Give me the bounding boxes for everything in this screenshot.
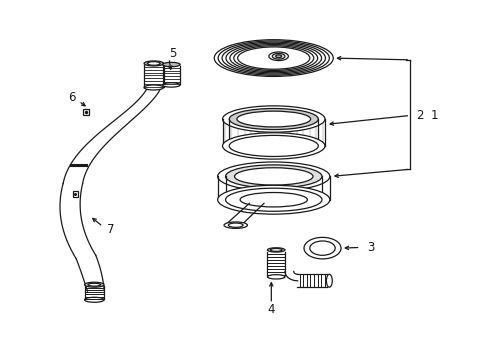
Ellipse shape — [229, 108, 318, 130]
Ellipse shape — [162, 83, 180, 87]
Ellipse shape — [272, 53, 285, 59]
Text: 3: 3 — [367, 241, 374, 254]
Text: 4: 4 — [267, 303, 275, 316]
Ellipse shape — [84, 297, 104, 302]
Ellipse shape — [229, 135, 318, 157]
Ellipse shape — [144, 61, 163, 66]
Ellipse shape — [147, 62, 160, 65]
Ellipse shape — [217, 162, 329, 191]
Ellipse shape — [144, 85, 163, 90]
Text: 6: 6 — [67, 91, 75, 104]
Ellipse shape — [222, 106, 325, 132]
Ellipse shape — [162, 62, 180, 67]
Ellipse shape — [225, 165, 321, 188]
Ellipse shape — [267, 248, 285, 252]
Ellipse shape — [270, 248, 281, 251]
Text: 7: 7 — [106, 223, 114, 236]
Ellipse shape — [225, 188, 321, 211]
Ellipse shape — [214, 40, 332, 76]
Ellipse shape — [236, 111, 310, 127]
Text: 2: 2 — [415, 109, 423, 122]
Ellipse shape — [224, 222, 247, 228]
Ellipse shape — [228, 223, 243, 227]
Ellipse shape — [234, 168, 312, 185]
Ellipse shape — [267, 275, 285, 279]
Ellipse shape — [84, 282, 104, 287]
Bar — [73, 192, 78, 197]
Ellipse shape — [275, 55, 281, 58]
Text: 1: 1 — [430, 109, 438, 122]
Ellipse shape — [222, 133, 325, 159]
Ellipse shape — [240, 193, 307, 207]
Text: 5: 5 — [168, 47, 176, 60]
Ellipse shape — [217, 185, 329, 214]
Ellipse shape — [88, 283, 101, 286]
Ellipse shape — [326, 274, 331, 287]
Bar — [83, 109, 89, 116]
